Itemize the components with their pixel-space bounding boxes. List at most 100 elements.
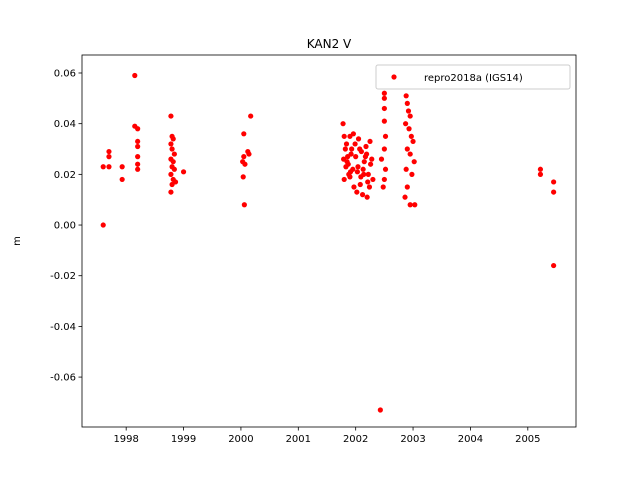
point xyxy=(377,407,383,413)
point xyxy=(551,189,557,195)
x-tick-label: 2005 xyxy=(515,434,540,445)
point xyxy=(341,133,347,139)
point xyxy=(404,184,410,190)
point xyxy=(343,164,349,170)
y-tick-label: 0.02 xyxy=(54,170,76,181)
point xyxy=(406,126,412,132)
y-tick-label: 0.00 xyxy=(54,221,76,232)
x-tick-label: 2000 xyxy=(228,434,253,445)
point xyxy=(408,133,414,139)
x-tick-label: 1998 xyxy=(113,434,138,445)
point xyxy=(168,113,174,119)
point xyxy=(365,179,371,185)
x-tick-label: 1999 xyxy=(171,434,196,445)
y-tick-label: 0.04 xyxy=(54,119,76,130)
point xyxy=(242,161,248,167)
point xyxy=(365,171,371,177)
legend-box xyxy=(375,64,571,90)
point xyxy=(106,154,112,160)
point xyxy=(135,154,141,160)
point xyxy=(349,146,355,152)
y-tick-label: -0.04 xyxy=(50,322,76,333)
point xyxy=(347,174,353,180)
point xyxy=(357,146,363,152)
point xyxy=(106,164,112,170)
point xyxy=(411,159,417,165)
point xyxy=(361,159,367,165)
point xyxy=(381,95,387,101)
point xyxy=(352,141,358,147)
point xyxy=(370,176,376,183)
point xyxy=(367,161,374,167)
plot-area xyxy=(81,54,577,428)
point xyxy=(106,148,112,155)
point xyxy=(119,164,125,170)
point xyxy=(381,176,387,183)
point xyxy=(168,141,174,147)
point xyxy=(361,171,367,177)
point xyxy=(135,161,141,167)
point xyxy=(363,143,369,150)
y-tick-label: 0.06 xyxy=(54,68,76,79)
point xyxy=(381,90,387,96)
point xyxy=(360,166,366,172)
point xyxy=(355,136,362,142)
point xyxy=(350,131,356,137)
point xyxy=(343,141,350,147)
point xyxy=(241,131,247,137)
point xyxy=(537,166,544,172)
point xyxy=(359,192,366,198)
point xyxy=(246,151,252,157)
point xyxy=(381,146,387,152)
point xyxy=(409,171,415,177)
point xyxy=(407,151,413,157)
point xyxy=(180,169,187,175)
point xyxy=(135,138,141,145)
point xyxy=(410,138,416,145)
point xyxy=(168,189,174,195)
point xyxy=(381,118,387,124)
point xyxy=(412,202,418,208)
point xyxy=(380,184,386,190)
point xyxy=(402,121,409,127)
legend-marker xyxy=(391,74,397,80)
point xyxy=(135,166,141,172)
point xyxy=(240,174,246,180)
point xyxy=(364,194,370,200)
point xyxy=(403,93,409,99)
point xyxy=(171,151,177,157)
point xyxy=(407,202,413,208)
point xyxy=(169,181,175,188)
point xyxy=(248,113,254,119)
point xyxy=(354,189,360,195)
point xyxy=(537,171,544,177)
point xyxy=(341,176,347,183)
point xyxy=(382,133,389,139)
point xyxy=(171,166,177,172)
point xyxy=(100,222,106,228)
point xyxy=(241,154,247,160)
point xyxy=(366,184,373,190)
point xyxy=(340,121,346,127)
point xyxy=(551,262,557,269)
point xyxy=(357,181,363,188)
point xyxy=(119,176,125,183)
point xyxy=(168,171,174,177)
y-tick-label: -0.06 xyxy=(50,373,76,384)
point xyxy=(402,194,408,200)
point xyxy=(353,154,359,160)
point xyxy=(170,159,176,165)
y-axis-label: m xyxy=(12,236,23,246)
point xyxy=(382,166,389,172)
point xyxy=(170,136,176,142)
point xyxy=(341,156,347,162)
point xyxy=(369,156,375,162)
point xyxy=(403,166,409,172)
x-tick-label: 2001 xyxy=(286,434,311,445)
x-tick-label: 2002 xyxy=(343,434,368,445)
x-tick-label: 2004 xyxy=(458,434,483,445)
point xyxy=(347,169,354,175)
point xyxy=(404,146,410,152)
point xyxy=(354,169,361,175)
point xyxy=(405,108,412,114)
